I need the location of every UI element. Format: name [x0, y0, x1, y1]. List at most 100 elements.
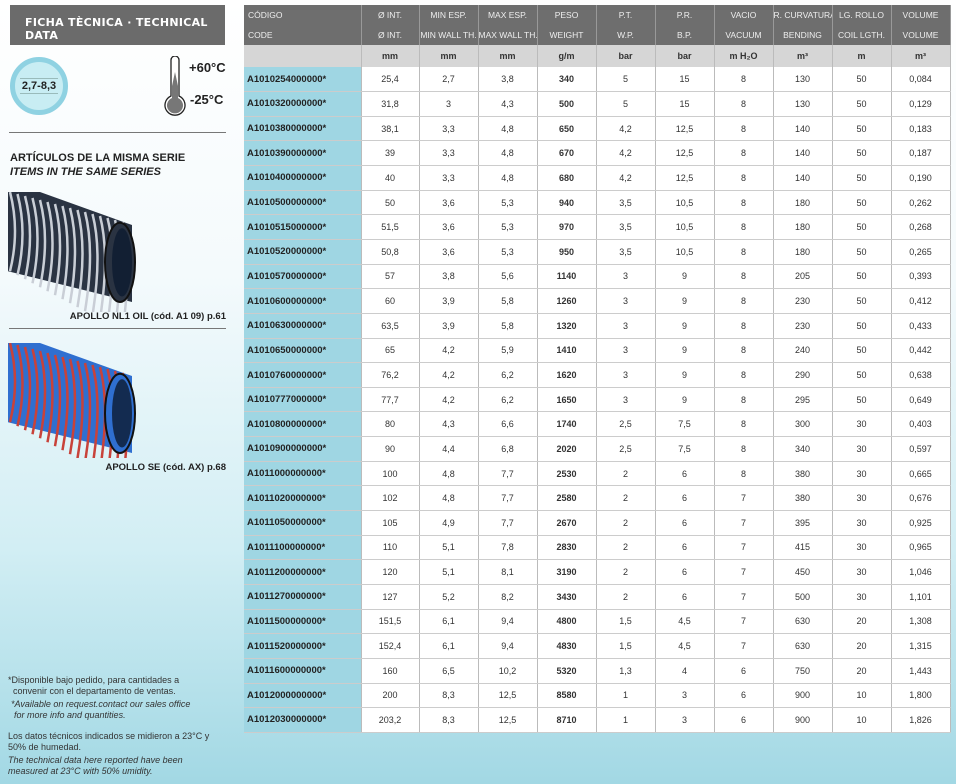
column-header: mm	[419, 45, 479, 67]
column-header: CÓDIGO	[244, 5, 362, 25]
table-row: A1012000000000* 200 8,3 12,5 8580 1 3 6 900 10 1,8…	[244, 683, 951, 709]
table-cell: 5	[596, 67, 656, 93]
table-cell: 8,3	[419, 683, 479, 709]
table-cell: 65	[361, 338, 420, 364]
table-cell: 5,1	[419, 535, 479, 561]
table-cell: 1	[596, 683, 656, 709]
table-cell: 0,187	[891, 140, 951, 167]
table-cell: 203,2	[361, 707, 420, 733]
table-cell: 8	[714, 387, 774, 413]
table-cell: 1650	[537, 387, 597, 413]
column-header: VOLUME	[891, 5, 951, 25]
table-cell: 8	[714, 338, 774, 364]
table-cell: 5,2	[419, 584, 479, 610]
table-cell: 4,8	[419, 485, 479, 512]
table-cell: 8,1	[478, 559, 538, 585]
column-header: g/m	[537, 45, 597, 67]
table-cell: 1,101	[891, 584, 951, 610]
table-cell: 500	[773, 584, 833, 610]
table-cell: 5	[596, 91, 656, 117]
note-line: The technical data here reported have be…	[8, 755, 183, 765]
table-cell: 0,190	[891, 165, 951, 191]
table-cell: 9	[655, 264, 715, 290]
column-header: VOLUME	[891, 25, 951, 45]
table-cell: 0,265	[891, 239, 951, 265]
table-cell: 2,7	[419, 67, 479, 93]
product-code-cell: A1010600000000*	[244, 288, 362, 314]
table-cell: 1320	[537, 313, 597, 339]
table-cell: 4830	[537, 633, 597, 659]
column-header: R. CURVATURA	[773, 5, 833, 25]
divider	[9, 132, 226, 133]
table-cell: 8	[714, 264, 774, 290]
table-cell: 50	[832, 338, 892, 364]
table-cell: 6	[655, 559, 715, 585]
product-caption[interactable]: APOLLO NL1 OIL (cód. A1 09) p.61	[69, 311, 226, 322]
table-cell: 8	[714, 116, 774, 142]
table-cell: 2,5	[596, 411, 656, 438]
table-cell: 50	[832, 239, 892, 265]
table-cell: 9	[655, 288, 715, 314]
table-cell: 2830	[537, 535, 597, 561]
column-header: bar	[655, 45, 715, 67]
column-header: VACUUM	[714, 25, 774, 45]
table-cell: 25,4	[361, 67, 420, 93]
table-cell: 4,5	[655, 609, 715, 635]
table-cell: 2	[596, 461, 656, 487]
table-cell: 3,6	[419, 190, 479, 216]
table-cell: 50	[361, 190, 420, 216]
table-cell: 2	[596, 535, 656, 561]
table-cell: 0,183	[891, 116, 951, 142]
table-cell: 90	[361, 436, 420, 462]
table-cell: 140	[773, 140, 833, 167]
table-cell: 4,2	[419, 338, 479, 364]
table-cell: 50	[832, 313, 892, 339]
table-cell: 1	[596, 707, 656, 733]
table-cell: 3	[596, 362, 656, 388]
table-cell: 8	[714, 288, 774, 314]
table-cell: 4,8	[478, 140, 538, 167]
table-cell: 2530	[537, 461, 597, 487]
table-cell: 102	[361, 485, 420, 512]
table-cell: 0,665	[891, 461, 951, 487]
product-code-cell: A1011500000000*	[244, 609, 362, 635]
table-cell: 6,1	[419, 609, 479, 635]
table-cell: 50	[832, 362, 892, 388]
column-header: MAX WALL TH.	[478, 25, 538, 45]
table-row: A1010500000000* 50 3,6 5,3 940 3,5 10,5 8 180 50 0…	[244, 190, 951, 216]
table-cell: 140	[773, 165, 833, 191]
table-cell: 7	[714, 510, 774, 536]
table-cell: 3,3	[419, 116, 479, 142]
table-cell: 3,3	[419, 140, 479, 167]
table-cell: 0,403	[891, 411, 951, 438]
note-line: for more info and quantities.	[14, 710, 126, 720]
table-cell: 10,2	[478, 658, 538, 684]
table-cell: 670	[537, 140, 597, 167]
table-cell: 4,8	[478, 116, 538, 142]
table-cell: 7,7	[478, 461, 538, 487]
product-caption[interactable]: APOLLO SE (cód. AX) p.68	[105, 462, 226, 473]
max-temperature: +60°C	[189, 60, 226, 75]
product-code-cell: A1010390000000*	[244, 140, 362, 167]
table-cell: 5320	[537, 658, 597, 684]
table-cell: 15	[655, 91, 715, 117]
table-cell: 7	[714, 559, 774, 585]
table-cell: 2	[596, 584, 656, 610]
table-cell: 120	[361, 559, 420, 585]
table-cell: 680	[537, 165, 597, 191]
table-cell: 31,8	[361, 91, 420, 117]
table-row: A1010520000000* 50,8 3,6 5,3 950 3,5 10,5 8 180 5…	[244, 239, 951, 265]
table-cell: 39	[361, 140, 420, 167]
table-cell: 6,2	[478, 387, 538, 413]
table-cell: 6	[655, 461, 715, 487]
table-cell: 8	[714, 461, 774, 487]
table-cell: 2,5	[596, 436, 656, 462]
table-cell: 12,5	[478, 707, 538, 733]
table-cell: 500	[537, 91, 597, 117]
table-cell: 5,8	[478, 313, 538, 339]
table-cell: 20	[832, 609, 892, 635]
table-cell: 380	[773, 485, 833, 512]
divider	[9, 328, 226, 329]
units-row: mm mm mm g/m bar bar m H₂O m³ m m³	[244, 45, 951, 67]
table-cell: 3	[596, 264, 656, 290]
